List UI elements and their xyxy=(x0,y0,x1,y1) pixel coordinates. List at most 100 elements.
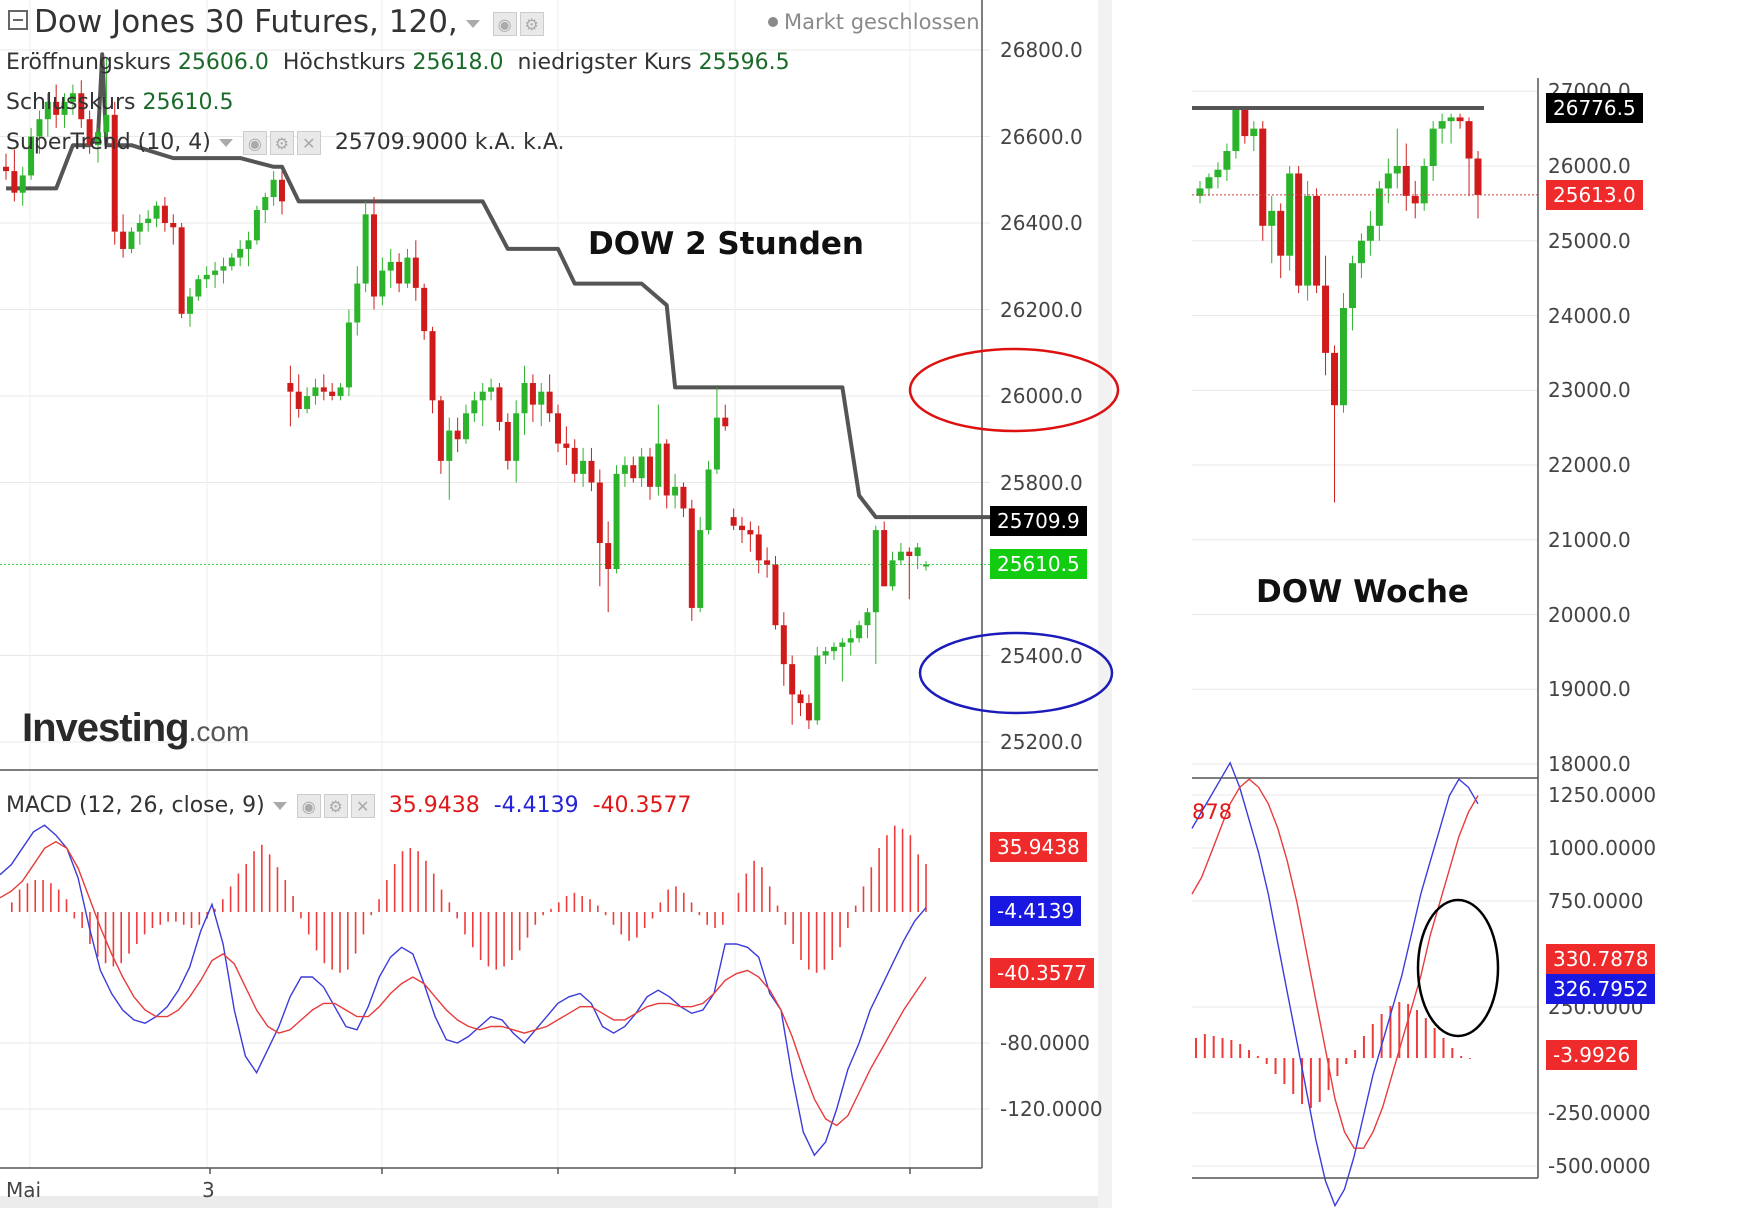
candle-body xyxy=(404,257,411,284)
weekly-macd-tag-3: -3.9926 xyxy=(1546,1040,1638,1070)
candle-body xyxy=(504,421,511,461)
candle-body xyxy=(471,400,478,414)
candle-body xyxy=(496,387,503,422)
eye-icon[interactable]: ◉ xyxy=(492,11,517,36)
weekly-candle-body xyxy=(1241,109,1249,137)
candle-body xyxy=(546,391,553,414)
weekly-y-tick-label: 19000.0 xyxy=(1548,677,1631,702)
candle-body xyxy=(538,391,545,405)
candle-body xyxy=(312,387,319,396)
weekly-candle-body xyxy=(1438,121,1446,129)
candle-body xyxy=(864,612,871,626)
candle-body xyxy=(228,257,235,267)
candle-body xyxy=(580,460,587,474)
close-icon[interactable]: ✕ xyxy=(296,131,321,155)
macd-hist-tag: 35.9438 xyxy=(990,832,1087,862)
weekly-candle-body xyxy=(1474,158,1482,195)
candle-body xyxy=(555,413,561,444)
candle-body xyxy=(329,391,336,396)
candle-body xyxy=(145,218,152,223)
candle-body xyxy=(337,387,344,396)
weekly-y-tick-label: 25000.0 xyxy=(1548,228,1631,253)
candle-body xyxy=(914,547,921,557)
macd-legend[interactable]: MACD (12, 26, close, 9) ◉ ⚙ ✕ 35.9438 -4.4… xyxy=(6,793,692,818)
weekly-candle-body xyxy=(1196,188,1204,196)
chevron-down-icon[interactable] xyxy=(465,19,480,28)
weekly-candle-body xyxy=(1420,166,1428,204)
supertrend-line xyxy=(6,52,993,520)
chevron-down-icon[interactable] xyxy=(218,139,233,147)
supertrend-values: 25709.9000 k.A. k.A. xyxy=(334,130,565,155)
ohlc-row: Eröffnungskurs 25606.0 Höchstkurs 25618.… xyxy=(6,50,790,75)
macd-y-tick-label: -120.0000 xyxy=(1000,1097,1103,1121)
weekly-y-tick-label: 18000.0 xyxy=(1548,752,1631,776)
y-tick-label: 25400.0 xyxy=(1000,643,1083,668)
macd-label: MACD (12, 26, close, 9) xyxy=(6,793,265,818)
weekly-macd-tag-2: 326.7952 xyxy=(1546,974,1656,1004)
collapse-icon[interactable] xyxy=(8,10,28,30)
weekly-candle-body xyxy=(1313,195,1321,286)
candle-body xyxy=(655,443,662,487)
candle-body xyxy=(697,530,704,608)
weekly-y-tick-label: 21000.0 xyxy=(1548,527,1631,552)
weekly-candle-body xyxy=(1277,210,1285,256)
candle-body xyxy=(722,417,729,427)
weekly-candle-body xyxy=(1348,263,1356,309)
candle-body xyxy=(755,534,762,561)
eye-icon[interactable]: ◉ xyxy=(242,131,267,155)
weekly-candle-body xyxy=(1214,169,1222,178)
annotation-week: DOW Woche xyxy=(1256,574,1469,610)
candle-body xyxy=(28,136,35,176)
weekly-candle-body xyxy=(1331,352,1339,406)
candle-body xyxy=(203,274,210,280)
weekly-macd-y-tick-label: -250.0000 xyxy=(1548,1101,1651,1125)
candle-body xyxy=(479,391,486,401)
candle-body xyxy=(195,279,202,297)
candle-body xyxy=(605,543,612,569)
weekly-candle-body xyxy=(1429,128,1437,166)
candle-body xyxy=(488,387,495,392)
weekly-high-tag: 26776.5 xyxy=(1546,92,1643,123)
candle-body xyxy=(596,482,603,544)
high-value: 25618.0 xyxy=(412,50,504,75)
gear-icon[interactable]: ⚙ xyxy=(519,11,544,36)
close-price-tag: 25610.5 xyxy=(990,549,1087,580)
candle-body xyxy=(872,530,879,613)
candle-body xyxy=(270,179,277,198)
chart-title[interactable]: Dow Jones 30 Futures, 120, ◉ ⚙ xyxy=(8,4,544,40)
candle-body xyxy=(621,465,628,474)
weekly-y-tick-label: 24000.0 xyxy=(1548,303,1631,328)
y-tick-label: 26200.0 xyxy=(1000,297,1083,322)
eye-icon[interactable]: ◉ xyxy=(296,794,321,818)
candle-body xyxy=(170,223,177,228)
supertrend-legend[interactable]: SuperTrend (10, 4) ◉ ⚙ ✕ 25709.9000 k.A. k… xyxy=(6,130,565,155)
candle-body xyxy=(120,231,127,249)
candle-body xyxy=(588,460,595,483)
gear-icon[interactable]: ⚙ xyxy=(323,794,348,818)
macd-line-tag: -4.4139 xyxy=(990,896,1082,926)
gear-icon[interactable]: ⚙ xyxy=(269,131,294,155)
candle-body xyxy=(287,383,294,392)
weekly-candle-body xyxy=(1205,177,1213,189)
candle-body xyxy=(437,400,444,461)
candle-body xyxy=(36,119,43,137)
candle-body xyxy=(713,417,720,470)
macd-signal-tag: -40.3577 xyxy=(990,958,1094,988)
macd-y-tick-label: -80.0000 xyxy=(1000,1031,1090,1055)
close-icon[interactable]: ✕ xyxy=(350,794,375,818)
candle-body xyxy=(839,642,846,647)
weekly-candle-body xyxy=(1402,166,1410,196)
weekly-candle-body xyxy=(1286,173,1294,256)
weekly-candle-body xyxy=(1223,151,1231,170)
candle-body xyxy=(161,205,168,223)
candle-body xyxy=(571,447,578,474)
candle-body xyxy=(153,205,160,219)
candle-body xyxy=(747,530,754,535)
candle-body xyxy=(69,93,76,102)
chevron-down-icon[interactable] xyxy=(272,802,287,810)
candle-body xyxy=(856,625,863,639)
blue-ellipse xyxy=(918,631,1114,715)
y-tick-label: 26600.0 xyxy=(1000,124,1083,149)
candle-body xyxy=(429,331,436,401)
